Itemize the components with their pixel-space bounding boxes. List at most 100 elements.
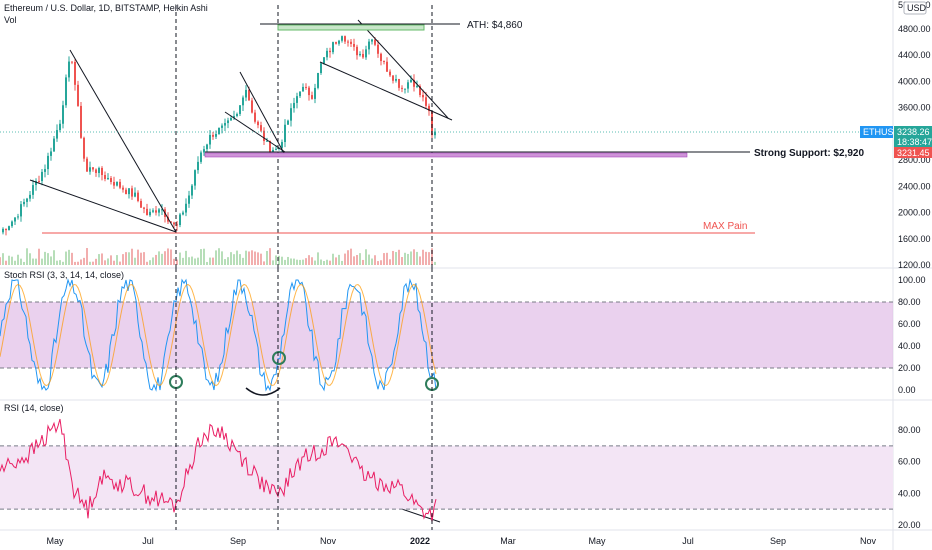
volume-bar xyxy=(155,254,157,265)
stoch-title: Stoch RSI (3, 3, 14, 14, close) xyxy=(4,270,124,280)
volume-bar xyxy=(191,256,193,265)
rsi-line xyxy=(0,418,437,523)
candle xyxy=(206,144,208,150)
candle xyxy=(185,203,187,213)
volume-bar xyxy=(224,259,226,265)
volume-bar xyxy=(230,252,232,265)
volume-bar xyxy=(395,252,397,265)
volume-bar xyxy=(293,258,295,265)
volume-bar xyxy=(41,258,43,265)
volume-bar xyxy=(332,253,334,265)
volume-bar xyxy=(257,252,259,265)
candle xyxy=(380,53,382,62)
candle xyxy=(77,84,79,106)
candle xyxy=(179,214,181,226)
volume-bar xyxy=(215,250,217,265)
candle xyxy=(374,39,376,45)
volume-bar xyxy=(269,248,271,265)
candle xyxy=(38,180,40,182)
candle xyxy=(188,195,190,204)
volume-bar xyxy=(89,261,91,265)
candle xyxy=(326,50,328,58)
volume-bar xyxy=(92,261,94,265)
candle xyxy=(212,134,214,137)
volume-bar xyxy=(113,260,115,265)
candle xyxy=(221,125,223,128)
trend-line xyxy=(239,71,286,156)
stoch-tick: 0.00 xyxy=(898,385,916,395)
stoch-k-line xyxy=(0,278,437,392)
symbol-badge-label: ETHUSD xyxy=(863,127,901,137)
candle xyxy=(173,222,175,225)
volume-bar xyxy=(194,258,196,265)
time-tick: Nov xyxy=(320,536,337,546)
candle xyxy=(407,82,409,89)
candle xyxy=(239,105,241,114)
countdown: 18:38:47 xyxy=(897,137,932,147)
volume-bar xyxy=(197,257,199,265)
volume-bar xyxy=(35,258,37,265)
candle xyxy=(62,105,64,124)
currency-button[interactable] xyxy=(903,1,927,15)
volume-bar xyxy=(2,253,4,265)
candle xyxy=(383,61,385,63)
candle xyxy=(200,152,202,162)
candle xyxy=(335,42,337,44)
volume-bar xyxy=(11,256,13,265)
candle xyxy=(110,178,112,182)
candle xyxy=(266,140,268,142)
candle xyxy=(197,161,199,171)
volume-bar xyxy=(179,252,181,265)
candle xyxy=(404,88,406,90)
last-price: 3238.26 xyxy=(897,127,930,137)
candle xyxy=(83,137,85,159)
volume-bar xyxy=(431,248,433,265)
volume-bar xyxy=(350,248,352,265)
volume-bar xyxy=(32,258,34,265)
candle xyxy=(320,63,322,73)
max-pain-label: MAX Pain xyxy=(703,221,747,232)
volume-bar xyxy=(296,259,298,265)
candle xyxy=(116,181,118,186)
candle xyxy=(254,112,256,122)
volume-bar xyxy=(0,257,1,265)
volume-bar xyxy=(428,252,430,265)
candle xyxy=(329,50,331,53)
volume-bar xyxy=(134,257,136,265)
candle xyxy=(260,125,262,131)
volume-bar xyxy=(218,248,220,265)
candle xyxy=(248,89,250,101)
volume-bar xyxy=(248,251,250,265)
candle xyxy=(350,41,352,44)
candle xyxy=(47,155,49,170)
volume-bar xyxy=(254,251,256,265)
volume-bar xyxy=(233,254,235,265)
volume-bar xyxy=(329,260,331,265)
candle xyxy=(332,42,334,53)
candle xyxy=(389,71,391,76)
candle xyxy=(395,78,397,81)
volume-bar xyxy=(119,261,121,265)
trend-line xyxy=(29,179,177,233)
volume-bar xyxy=(347,250,349,265)
volume-bar xyxy=(302,259,304,265)
volume-bar xyxy=(56,260,58,265)
volume-bar xyxy=(383,253,385,265)
volume-bar xyxy=(203,248,205,265)
trend-line xyxy=(69,49,177,233)
candle xyxy=(434,131,436,136)
candle xyxy=(170,221,172,223)
candle xyxy=(284,124,286,143)
candle xyxy=(41,171,43,182)
price-tick: 1200.00 xyxy=(898,260,931,270)
volume-bar xyxy=(260,253,262,265)
candle xyxy=(140,200,142,208)
volume-bar xyxy=(407,253,409,265)
volume-bar xyxy=(176,259,178,265)
candle xyxy=(44,169,46,172)
volume-bar xyxy=(287,256,289,265)
volume-bar xyxy=(71,252,73,265)
candle xyxy=(269,140,271,153)
volume-bar xyxy=(227,257,229,265)
volume-bar xyxy=(221,251,223,265)
